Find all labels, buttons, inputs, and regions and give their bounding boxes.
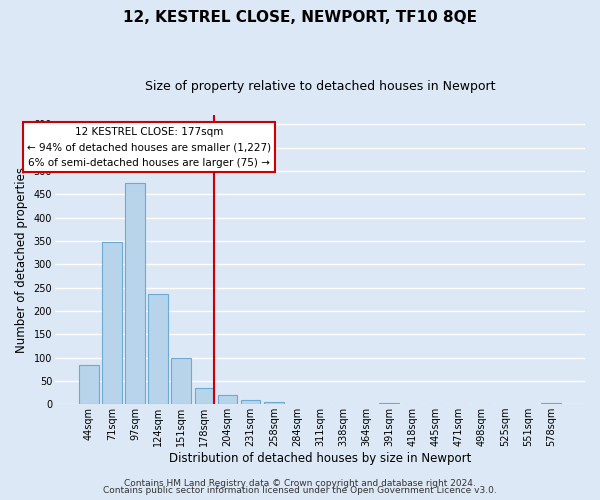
- Bar: [102, 242, 122, 404]
- Text: Contains public sector information licensed under the Open Government Licence v3: Contains public sector information licen…: [103, 486, 497, 495]
- Text: 12 KESTREL CLOSE: 177sqm
← 94% of detached houses are smaller (1,227)
6% of semi: 12 KESTREL CLOSE: 177sqm ← 94% of detach…: [27, 126, 271, 168]
- Bar: [541, 403, 561, 404]
- Bar: [79, 366, 98, 404]
- Bar: [172, 358, 191, 404]
- Bar: [148, 294, 168, 404]
- Bar: [125, 183, 145, 404]
- Bar: [379, 403, 399, 404]
- Bar: [194, 388, 214, 404]
- Text: 12, KESTREL CLOSE, NEWPORT, TF10 8QE: 12, KESTREL CLOSE, NEWPORT, TF10 8QE: [123, 10, 477, 25]
- Bar: [264, 402, 284, 404]
- X-axis label: Distribution of detached houses by size in Newport: Distribution of detached houses by size …: [169, 452, 471, 465]
- Text: Contains HM Land Registry data © Crown copyright and database right 2024.: Contains HM Land Registry data © Crown c…: [124, 478, 476, 488]
- Y-axis label: Number of detached properties: Number of detached properties: [15, 166, 28, 352]
- Bar: [218, 396, 238, 404]
- Bar: [241, 400, 260, 404]
- Title: Size of property relative to detached houses in Newport: Size of property relative to detached ho…: [145, 80, 495, 93]
